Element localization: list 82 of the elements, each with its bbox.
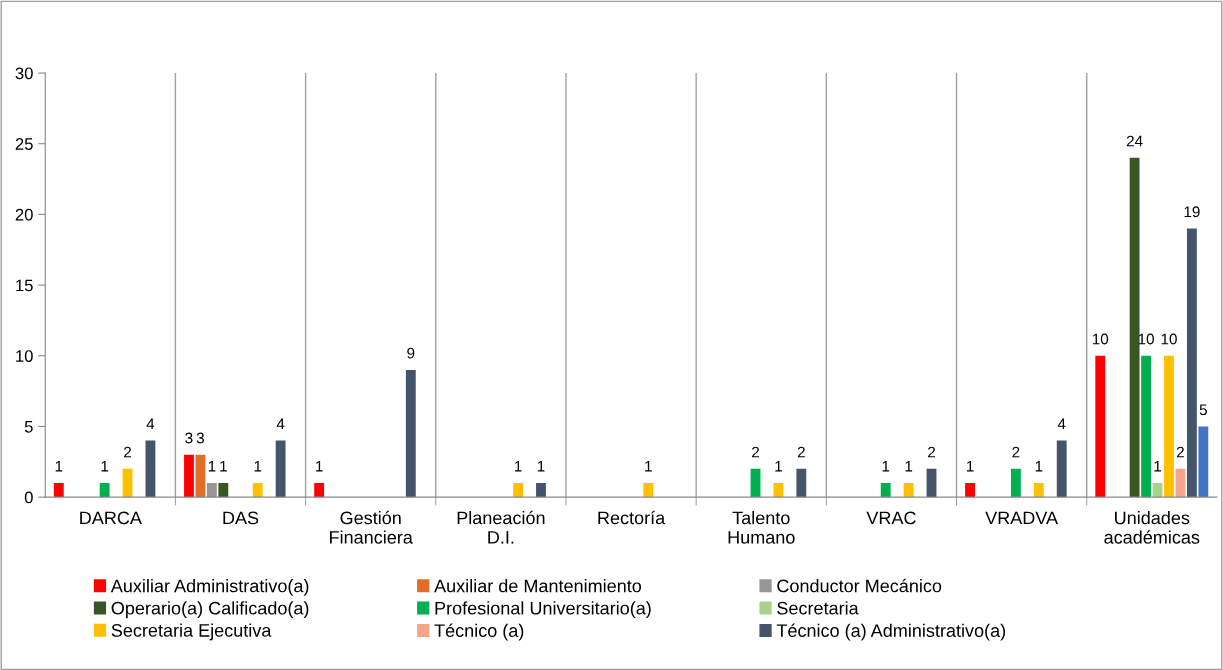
- data-label: 2: [1176, 446, 1184, 458]
- data-label: 24: [1126, 135, 1143, 147]
- y-tick-label: 15: [16, 279, 33, 292]
- bar: [184, 454, 194, 498]
- data-label: 2: [928, 446, 936, 458]
- bar: [1095, 355, 1106, 498]
- y-tick-label: 20: [15, 208, 33, 221]
- bar: [53, 483, 64, 498]
- y-tick-label: 5: [24, 421, 33, 433]
- data-label: 2: [752, 446, 759, 458]
- bar: [314, 483, 325, 498]
- y-tick-label: 25: [15, 138, 33, 150]
- data-label: 1: [537, 460, 545, 472]
- legend-label: Conductor Mecánico: [777, 578, 942, 593]
- bar: [252, 483, 263, 498]
- bar: [643, 483, 654, 498]
- bar: [513, 483, 523, 498]
- data-label: 2: [124, 446, 132, 458]
- data-label: 5: [1199, 404, 1207, 416]
- bar: [1198, 426, 1209, 498]
- bar: [796, 468, 807, 498]
- data-label: 4: [276, 418, 285, 430]
- data-label: 10: [1092, 333, 1109, 345]
- legend-label: Auxiliar Administrativo(a): [110, 579, 309, 596]
- data-label: 4: [146, 418, 155, 430]
- data-label: 1: [905, 460, 913, 472]
- bar: [1164, 355, 1174, 498]
- x-tick-label: DARCA: [80, 511, 142, 525]
- bar: [99, 483, 110, 498]
- data-label: 1: [316, 460, 323, 472]
- bar: [536, 483, 546, 498]
- x-tick-label: DAS: [223, 511, 259, 525]
- bar: [1141, 355, 1151, 498]
- data-label: 1: [882, 460, 890, 472]
- bar: [1056, 440, 1067, 498]
- data-label: 4: [1057, 418, 1066, 430]
- x-tick-label: Talento Humano: [728, 511, 795, 544]
- data-label: 1: [254, 460, 262, 472]
- legend-label: Secretaria Ejecutiva: [111, 623, 272, 641]
- data-label: 1: [1154, 460, 1162, 472]
- data-label: 1: [220, 460, 227, 472]
- x-tick-label: VRAC: [866, 511, 916, 525]
- bar: [206, 483, 217, 498]
- data-label: 9: [407, 347, 415, 359]
- legend-label: Operario(a) Calificado(a): [111, 601, 309, 619]
- data-label: 1: [775, 460, 782, 472]
- x-tick-label: Gestión Financiera: [330, 510, 413, 544]
- data-label: 2: [1012, 446, 1020, 458]
- legend-label: Técnico (a) Administrativo(a): [776, 623, 1006, 641]
- legend-label: Auxiliar de Mantenimiento: [434, 579, 642, 593]
- data-label: 1: [1035, 460, 1043, 472]
- data-label: 3: [185, 432, 193, 444]
- data-label: 1: [55, 460, 63, 472]
- data-label: 1: [101, 460, 109, 472]
- data-label: 2: [797, 446, 805, 458]
- data-label: 1: [208, 460, 216, 472]
- bar: [965, 483, 975, 498]
- bar: [218, 483, 229, 498]
- x-tick-label: VRADVA: [985, 511, 1059, 525]
- bar: [903, 483, 914, 498]
- data-label: 1: [514, 460, 522, 472]
- x-tick-label: Unidades académicas: [1104, 511, 1200, 544]
- bar: [1129, 157, 1140, 498]
- data-label: 1: [645, 460, 652, 472]
- bar: [1033, 483, 1044, 498]
- legend-label: Profesional Universitario(a): [435, 601, 651, 619]
- data-label: 10: [1161, 333, 1177, 345]
- bar: [1010, 468, 1021, 498]
- bar: [1186, 228, 1197, 498]
- bar: [275, 440, 286, 498]
- y-tick-label: 0: [24, 491, 33, 504]
- data-label: 3: [196, 432, 204, 444]
- y-tick-label: 30: [15, 67, 33, 80]
- bar: [880, 483, 891, 498]
- bar: [405, 369, 416, 498]
- y-tick-label: 10: [16, 350, 33, 362]
- data-label: 19: [1184, 206, 1200, 218]
- legend-label: Técnico (a): [434, 623, 524, 641]
- x-tick-label: Planeación D.I.: [457, 510, 545, 544]
- data-label: 1: [966, 460, 974, 472]
- x-tick-label: Rectoría: [598, 510, 666, 525]
- legend-label: Secretaria: [777, 601, 859, 615]
